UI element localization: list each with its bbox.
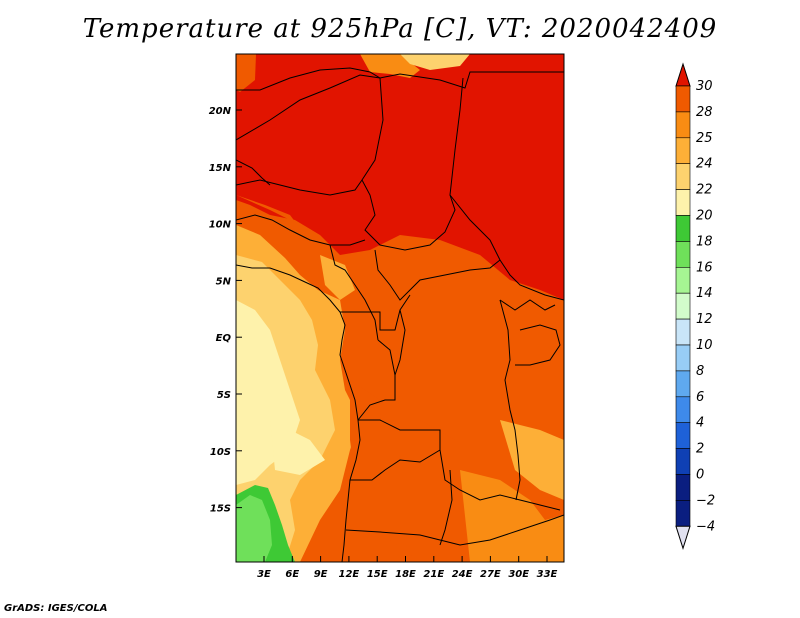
colorbar-box xyxy=(675,85,691,113)
credit-text: GrADS: IGES/COLA xyxy=(4,603,108,614)
colorbar-box xyxy=(675,266,691,294)
colorbar-label: 14 xyxy=(696,286,713,301)
colorbar-box xyxy=(675,241,691,268)
colorbar-label: 16 xyxy=(696,260,713,275)
country-borders xyxy=(236,67,564,562)
colorbar-label: 8 xyxy=(696,364,704,379)
lat-tick-label: 5N xyxy=(216,276,232,287)
colorbar-box xyxy=(675,500,691,527)
lon-tick-label: 30E xyxy=(508,569,529,580)
lat-tick-label: 20N xyxy=(209,106,232,117)
colorbar-box xyxy=(675,448,691,475)
colorbar-box xyxy=(675,163,691,190)
lon-tick-label: 3E xyxy=(257,569,271,580)
lat-tick-label: 15S xyxy=(210,504,231,515)
colorbar-label: 0 xyxy=(696,468,704,483)
lat-tick-label: 5S xyxy=(217,390,231,401)
lon-tick-label: 24E xyxy=(452,569,473,580)
colorbar-bottom-arrow xyxy=(675,525,691,550)
lon-tick-label: 9E xyxy=(314,569,328,580)
colorbar-box xyxy=(675,370,691,398)
longitude-axis: 3E 6E 9E 12E 15E 18E 21E 24E 27E 30E 33E xyxy=(257,556,558,580)
lat-tick-label: EQ xyxy=(216,333,232,344)
colorbar-top-arrow xyxy=(675,62,691,87)
lon-tick-label: 18E xyxy=(395,569,416,580)
lon-tick-label: 15E xyxy=(367,569,388,580)
colorbar-box xyxy=(675,344,691,372)
lat-tick-label: 10N xyxy=(209,220,232,231)
colorbar-label: 25 xyxy=(696,131,713,146)
lon-tick-label: 6E xyxy=(285,569,299,580)
colorbar-label: −2 xyxy=(696,493,715,508)
colorbar-box xyxy=(675,318,691,346)
colorbar-box xyxy=(675,111,691,139)
lat-tick-label: 10S xyxy=(210,447,231,458)
colorbar-label: 4 xyxy=(696,416,704,431)
colorbar-label: 28 xyxy=(696,105,713,120)
colorbar-box xyxy=(675,215,691,242)
colorbar-box xyxy=(675,189,691,216)
colorbar-label: 12 xyxy=(696,312,713,327)
colorbar-label: 6 xyxy=(696,390,704,405)
colorbar-label: −4 xyxy=(696,519,715,534)
latitude-axis: 20N 15N 10N 5N EQ 5S 10S 15S xyxy=(209,106,242,515)
lat-tick-label: 15N xyxy=(209,163,232,174)
colorbar-box xyxy=(675,396,691,423)
map-frame xyxy=(235,53,565,563)
colorbar-label: 20 xyxy=(696,209,713,224)
colorbar-box xyxy=(675,474,691,501)
lon-tick-label: 21E xyxy=(423,569,444,580)
temperature-field xyxy=(236,54,564,562)
map-title: Temperature at 925hPa [C], VT: 202004240… xyxy=(82,14,718,44)
colorbar-label: 18 xyxy=(696,234,713,249)
colorbar-label: 22 xyxy=(696,183,713,198)
colorbar-label: 24 xyxy=(696,157,713,172)
lon-tick-label: 12E xyxy=(339,569,360,580)
lon-tick-label: 33E xyxy=(537,569,558,580)
colorbar-box xyxy=(675,422,691,449)
lon-tick-label: 27E xyxy=(480,569,501,580)
colorbar-label: 10 xyxy=(696,338,713,353)
colorbar-label: 2 xyxy=(696,442,704,457)
colorbar-box xyxy=(675,137,691,165)
colorbar-label: 30 xyxy=(696,79,713,94)
colorbar-box xyxy=(675,292,691,320)
